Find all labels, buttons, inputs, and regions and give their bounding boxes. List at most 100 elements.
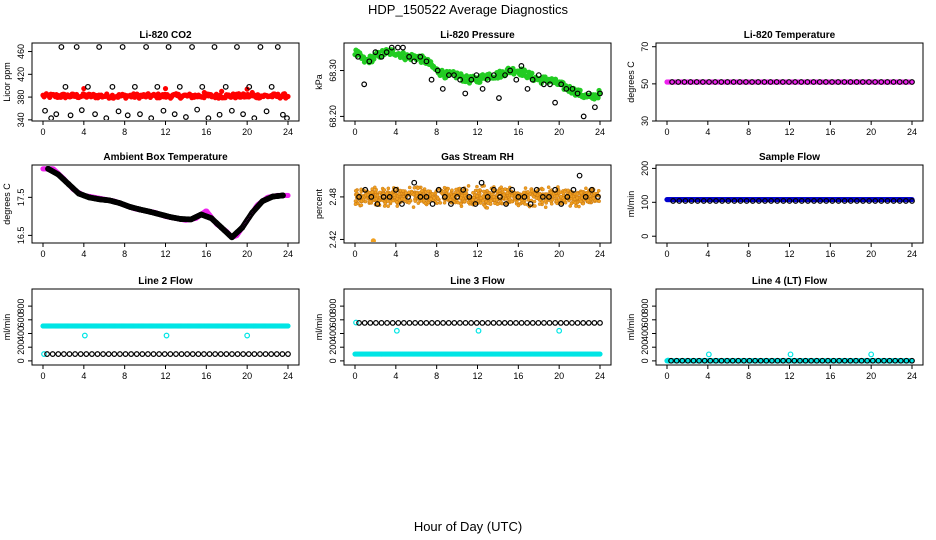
data-point xyxy=(148,115,155,120)
data-point xyxy=(811,198,817,204)
panel-title: Li-820 CO2 xyxy=(139,30,192,41)
data-point xyxy=(909,198,915,204)
data-point xyxy=(478,179,485,186)
data-point xyxy=(131,83,138,90)
data-point xyxy=(395,319,402,326)
data-point xyxy=(503,201,509,207)
data-point xyxy=(774,198,781,204)
data-point xyxy=(574,319,581,326)
data-point xyxy=(356,319,362,326)
data-point xyxy=(712,79,719,85)
y-axis-label: ml/min xyxy=(314,314,324,341)
data-point xyxy=(262,351,269,357)
data-point xyxy=(557,319,564,326)
data-point xyxy=(582,194,589,200)
x-tick-label: 16 xyxy=(201,371,211,381)
data-point xyxy=(584,186,588,191)
data-point xyxy=(284,115,290,120)
data-point xyxy=(445,319,452,326)
data-point xyxy=(786,198,793,204)
data-point xyxy=(546,319,553,326)
data-point xyxy=(137,111,143,118)
data-point xyxy=(177,216,184,222)
panel-title: Sample Flow xyxy=(759,152,820,163)
y-axis-label: degrees C xyxy=(626,61,636,103)
y-tick-label: 68.20 xyxy=(328,105,338,128)
y-tick-label: 600 xyxy=(328,312,338,327)
data-point xyxy=(872,198,879,204)
data-point xyxy=(755,79,762,85)
data-point xyxy=(559,194,563,199)
data-point xyxy=(543,199,548,203)
data-point xyxy=(537,202,542,206)
data-point xyxy=(780,198,787,204)
x-tick-label: 0 xyxy=(352,249,357,259)
data-point xyxy=(176,83,183,90)
y-tick-label: 600 xyxy=(640,312,650,327)
y-axis-label: ml/min xyxy=(2,314,12,341)
x-tick-label: 4 xyxy=(81,371,86,381)
x-tick-label: 16 xyxy=(201,249,211,259)
data-point xyxy=(117,351,123,357)
panel-8: Line 3 Flow ml/min 0 4 8 12 16 20 24 0 20040060080… xyxy=(314,276,612,381)
x-tick-label: 16 xyxy=(825,371,835,381)
data-point xyxy=(55,351,62,357)
data-point xyxy=(359,203,364,207)
data-point xyxy=(897,357,904,364)
data-point xyxy=(372,319,379,326)
data-point xyxy=(597,90,603,97)
data-point xyxy=(41,351,47,357)
data-point xyxy=(579,190,583,195)
data-point xyxy=(549,201,554,206)
data-point xyxy=(473,319,480,326)
data-point xyxy=(557,198,562,202)
data-point xyxy=(103,115,110,120)
data-point xyxy=(909,357,915,364)
data-point xyxy=(507,67,514,74)
data-point xyxy=(485,319,491,326)
data-point xyxy=(240,351,247,357)
data-point xyxy=(762,198,768,204)
data-point xyxy=(239,224,245,231)
data-point xyxy=(457,319,463,326)
data-point xyxy=(579,199,583,204)
data-point xyxy=(412,186,417,190)
data-point xyxy=(436,196,440,201)
data-point xyxy=(546,185,551,190)
data-point xyxy=(533,192,537,196)
data-point xyxy=(569,201,574,206)
data-point xyxy=(219,88,225,94)
x-tick-label: 4 xyxy=(705,249,710,259)
data-point xyxy=(490,319,497,326)
data-point xyxy=(491,194,496,199)
data-point xyxy=(485,206,490,210)
x-tick-label: 8 xyxy=(746,371,751,381)
data-point xyxy=(577,87,583,93)
data-point xyxy=(476,188,480,193)
x-tick-label: 4 xyxy=(393,127,398,137)
data-point xyxy=(792,79,799,85)
data-point xyxy=(699,79,706,85)
data-point xyxy=(229,351,235,357)
data-point xyxy=(521,194,528,200)
data-point xyxy=(847,198,854,204)
data-point xyxy=(779,79,786,85)
data-point xyxy=(392,186,399,193)
data-point xyxy=(353,199,358,203)
x-tick-label: 20 xyxy=(554,371,564,381)
data-point xyxy=(128,351,135,357)
x-tick-label: 24 xyxy=(595,127,605,137)
data-point xyxy=(892,357,899,364)
data-point xyxy=(527,201,534,207)
data-point xyxy=(222,83,229,90)
data-point xyxy=(194,106,201,113)
data-point xyxy=(575,196,580,200)
data-point xyxy=(595,95,601,101)
data-point xyxy=(555,194,560,198)
data-point xyxy=(591,196,596,201)
data-point xyxy=(817,198,824,204)
data-point xyxy=(395,204,400,208)
x-tick-label: 16 xyxy=(825,249,835,259)
data-point xyxy=(367,319,374,326)
data-point xyxy=(468,76,475,83)
